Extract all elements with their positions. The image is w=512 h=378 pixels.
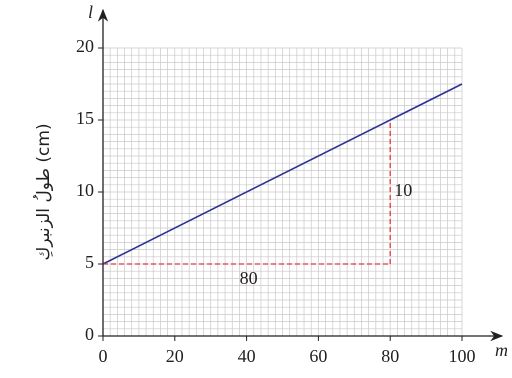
y-tick-label: 15 <box>76 108 94 128</box>
x-tick-label: 100 <box>449 346 476 366</box>
y-tick-label: 20 <box>76 36 94 56</box>
x-tick-label: 0 <box>99 346 108 366</box>
x-tick-label: 80 <box>381 346 399 366</box>
plot <box>102 83 463 265</box>
y-tick-label: 5 <box>85 252 94 272</box>
y-axis-title: طولُ الزنبركِ (cm) <box>33 123 54 260</box>
data-line <box>102 83 463 265</box>
x-tick-label: 20 <box>166 346 184 366</box>
annotation: 80 <box>240 268 258 288</box>
annotation: 10 <box>394 180 412 200</box>
y-tick-label: 10 <box>76 180 94 200</box>
x-tick-label: 40 <box>238 346 256 366</box>
y-axis-label: l <box>88 2 93 22</box>
y-tick-label: 0 <box>85 324 94 344</box>
x-axis-label: m <box>495 340 508 360</box>
grid <box>102 47 463 337</box>
x-tick-label: 60 <box>309 346 327 366</box>
